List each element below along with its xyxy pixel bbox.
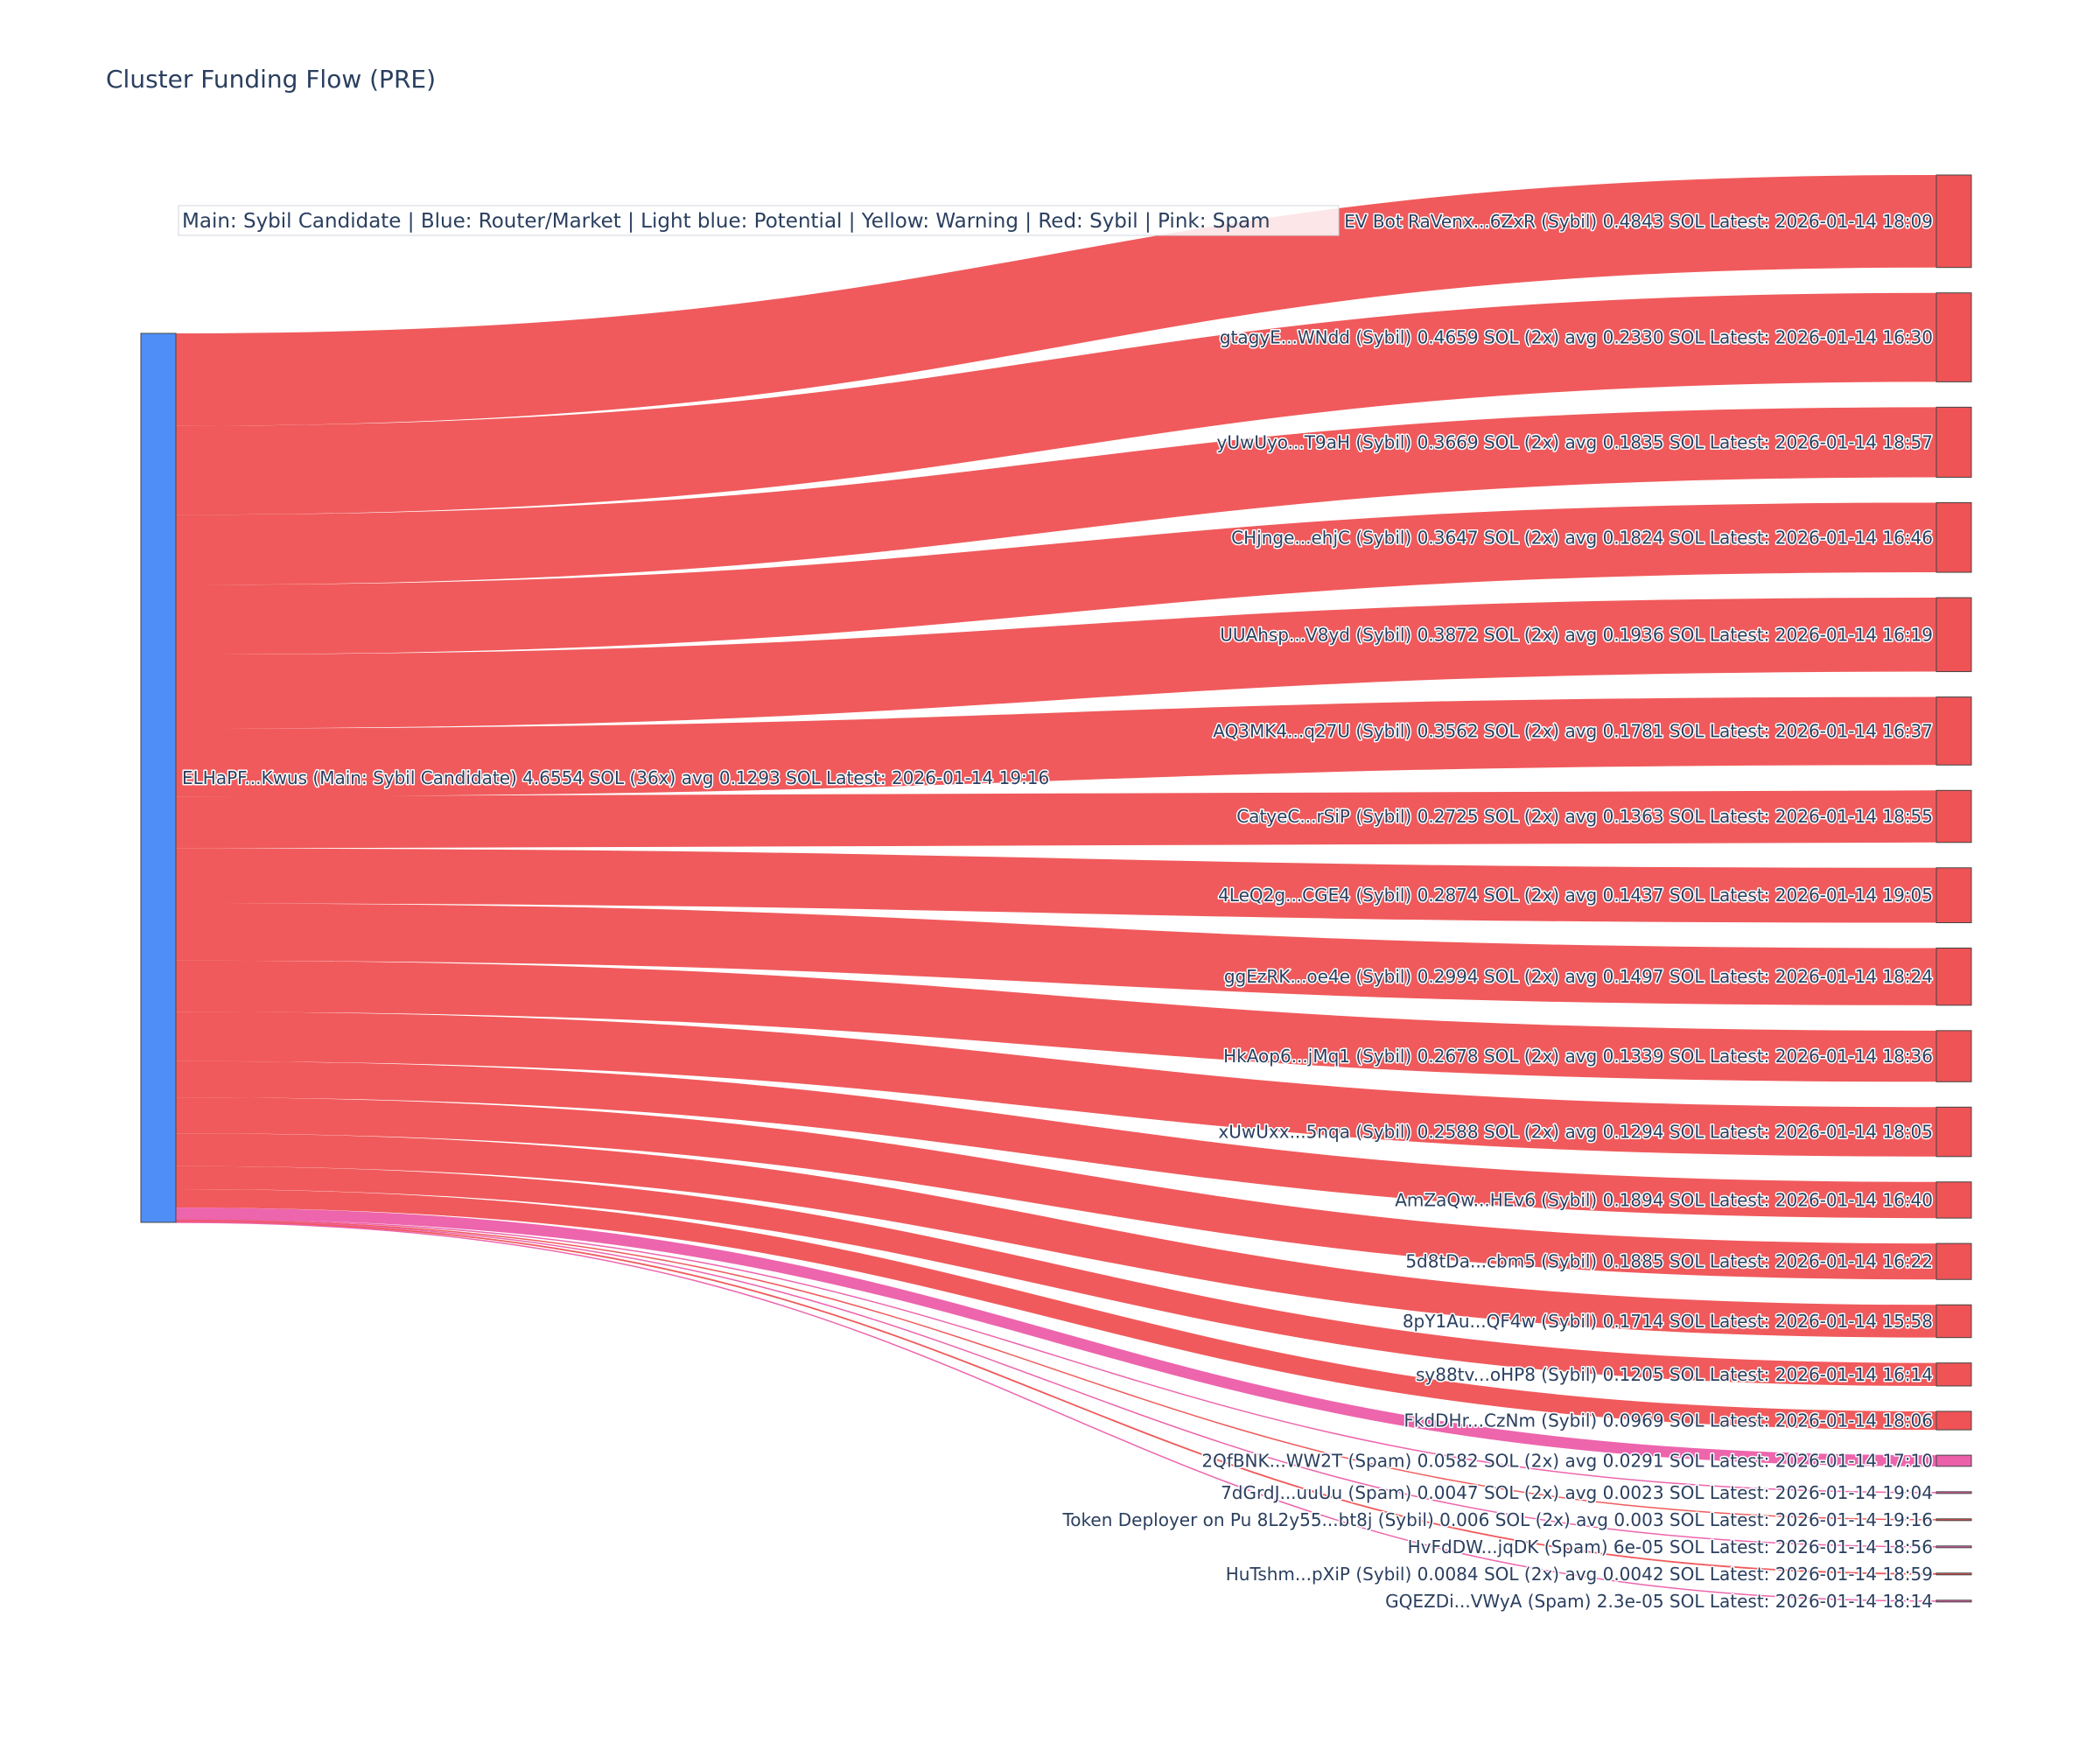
flow-link[interactable] — [175, 1222, 1937, 1602]
target-node-label: EV Bot RaVenx...6ZxR (Sybil) 0.4843 SOL … — [1344, 211, 1933, 232]
target-node[interactable] — [1936, 406, 1972, 478]
target-node-label: CHjnge...ehjC (Sybil) 0.3647 SOL (2x) av… — [1231, 527, 1933, 548]
target-node-label: 7dGrdJ...uuUu (Spam) 0.0047 SOL (2x) avg… — [1221, 1482, 1933, 1503]
target-node[interactable] — [1936, 174, 1972, 269]
target-node[interactable] — [1936, 1181, 1972, 1219]
flow-link[interactable] — [175, 696, 1937, 797]
target-node-label: 5d8tDa...cbm5 (Sybil) 0.1885 SOL Latest:… — [1405, 1251, 1933, 1272]
source-node-label: ELHaPF...Kwus (Main: Sybil Candidate) 4.… — [182, 767, 1049, 788]
flow-link[interactable] — [175, 598, 1937, 729]
target-node[interactable] — [1936, 1410, 1972, 1431]
target-node-label: 2QfBNK...WW2T (Spam) 0.0582 SOL (2x) avg… — [1201, 1450, 1933, 1471]
labels-layer: ELHaPF...Kwus (Main: Sybil Candidate) 4.… — [181, 209, 1935, 1613]
flow-link[interactable] — [175, 1166, 1937, 1386]
target-node[interactable] — [1936, 1600, 1972, 1603]
flow-link[interactable] — [175, 1220, 1937, 1548]
source-node[interactable] — [140, 332, 177, 1223]
target-node-label: yUwUyo...T9aH (Sybil) 0.3669 SOL (2x) av… — [1216, 431, 1933, 452]
flow-link[interactable] — [175, 1097, 1937, 1280]
target-node[interactable] — [1936, 1030, 1972, 1082]
flow-link[interactable] — [175, 1012, 1937, 1157]
flow-link[interactable] — [175, 1218, 1937, 1494]
target-node-label: AmZaQw...HEv6 (Sybil) 0.1894 SOL Latest:… — [1395, 1189, 1933, 1210]
target-node-label: Token Deployer on Pu 8L2y55...bt8j (Sybi… — [1061, 1509, 1933, 1530]
target-node[interactable] — [1936, 1572, 1972, 1576]
flow-link[interactable] — [175, 1188, 1937, 1431]
target-node[interactable] — [1936, 1491, 1972, 1494]
flow-link[interactable] — [175, 848, 1937, 923]
flow-link[interactable] — [175, 407, 1937, 585]
flow-link[interactable] — [175, 903, 1937, 1005]
target-node-label: HkAop6...jMq1 (Sybil) 0.2678 SOL (2x) av… — [1223, 1046, 1933, 1067]
target-node-label: 4LeQ2g...CGE4 (Sybil) 0.2874 SOL (2x) av… — [1218, 885, 1933, 906]
links-layer — [175, 175, 1937, 1602]
target-node[interactable] — [1936, 1545, 1972, 1549]
target-node-label: AQ3MK4...q27U (Sybil) 0.3562 SOL (2x) av… — [1213, 720, 1933, 741]
target-node[interactable] — [1936, 292, 1972, 382]
legend-text: Main: Sybil Candidate | Blue: Router/Mar… — [182, 210, 1270, 233]
target-node-label: xUwUxx...5nqa (Sybil) 0.2588 SOL (2x) av… — [1218, 1122, 1933, 1143]
target-node-label: HvFdDW...jqDK (Spam) 6e-05 SOL Latest: 2… — [1408, 1536, 1933, 1558]
chart-title: Cluster Funding Flow (PRE) — [106, 65, 436, 94]
target-node-label: UUAhsp...V8yd (Sybil) 0.3872 SOL (2x) av… — [1220, 624, 1933, 645]
target-node[interactable] — [1936, 948, 1972, 1006]
target-node[interactable] — [1936, 597, 1972, 673]
flow-link[interactable] — [175, 1133, 1937, 1338]
target-node-label: CatyeC...rSiP (Sybil) 0.2725 SOL (2x) av… — [1236, 806, 1933, 827]
target-node[interactable] — [1936, 501, 1972, 573]
flow-link[interactable] — [175, 1221, 1937, 1575]
target-node[interactable] — [1936, 696, 1972, 766]
flow-link[interactable] — [175, 1060, 1937, 1219]
target-node-label: HuTshm...pXiP (Sybil) 0.0084 SOL (2x) av… — [1226, 1564, 1933, 1585]
target-node[interactable] — [1936, 1454, 1972, 1467]
target-node[interactable] — [1936, 1304, 1972, 1339]
target-node-label: 8pY1Au...QF4w (Sybil) 0.1714 SOL Latest:… — [1403, 1311, 1933, 1332]
flow-link[interactable] — [175, 1219, 1937, 1521]
target-node-label: GQEZDi...VWyA (Spam) 2.3e-05 SOL Latest:… — [1385, 1591, 1933, 1612]
target-node-label: gtagyE...WNdd (Sybil) 0.4659 SOL (2x) av… — [1220, 327, 1933, 348]
target-node[interactable] — [1936, 1106, 1972, 1158]
target-node[interactable] — [1936, 867, 1972, 924]
target-node-label: FkdDHr...CzNm (Sybil) 0.0969 SOL Latest:… — [1404, 1410, 1933, 1432]
flow-link[interactable] — [175, 292, 1937, 515]
target-node[interactable] — [1936, 1242, 1972, 1280]
flow-link[interactable] — [175, 790, 1937, 849]
flow-link[interactable] — [175, 175, 1937, 426]
target-node[interactable] — [1936, 789, 1972, 844]
flow-link[interactable] — [175, 1208, 1937, 1466]
legend-background — [178, 205, 1340, 236]
target-node[interactable] — [1936, 1362, 1972, 1387]
nodes-layer — [140, 174, 1972, 1603]
target-node-label: sy88tv...oHP8 (Sybil) 0.1205 SOL Latest:… — [1416, 1364, 1933, 1385]
target-node-label: ggEzRK...oe4e (Sybil) 0.2994 SOL (2x) av… — [1224, 966, 1933, 987]
flow-link[interactable] — [175, 960, 1937, 1082]
legend-box: Main: Sybil Candidate | Blue: Router/Mar… — [178, 205, 1340, 236]
target-node[interactable] — [1936, 1518, 1972, 1522]
flow-link[interactable] — [175, 502, 1937, 655]
